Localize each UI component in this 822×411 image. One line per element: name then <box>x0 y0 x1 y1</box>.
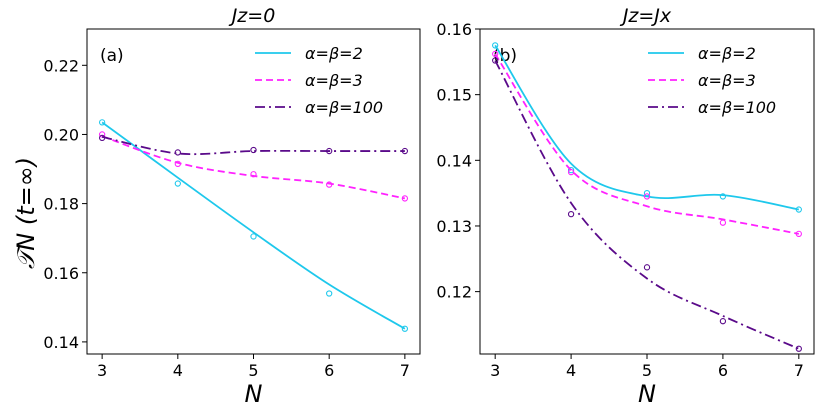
data-point <box>719 318 727 325</box>
y-tick-label: 0.13 <box>436 217 472 236</box>
x-tick-label: 6 <box>324 361 334 380</box>
data-point <box>795 345 802 352</box>
series-line <box>101 135 406 200</box>
y-axis-label: 𝒯N (t=∞) <box>12 157 40 269</box>
panel-tag: (a) <box>100 46 124 66</box>
data-point <box>719 193 727 200</box>
y-tick-label: 0.16 <box>43 264 79 283</box>
legend: α=β=2 α=β=3 α=β=100 <box>255 44 383 117</box>
x-tick-label: 4 <box>566 361 576 380</box>
data-point <box>250 146 257 154</box>
data-point <box>643 264 651 271</box>
legend-label: α=β=3 <box>305 71 363 90</box>
data-point <box>401 195 409 202</box>
legend-label: α=β=100 <box>698 98 776 117</box>
data-point <box>492 57 499 64</box>
y-tick-label: 0.14 <box>436 151 472 170</box>
x-tick-label: 7 <box>400 361 410 380</box>
data-point <box>567 168 575 176</box>
chart-title: Jz=Jx <box>619 5 672 27</box>
x-tick-label: 5 <box>642 361 652 380</box>
plot-frame <box>86 28 421 355</box>
x-axis-label: N <box>638 380 656 408</box>
data-point <box>401 147 409 155</box>
x-tick-label: 3 <box>97 361 107 380</box>
x-axis-label: N <box>245 380 263 408</box>
x-tick-label: 3 <box>490 361 500 380</box>
legend-label: α=β=3 <box>698 71 756 90</box>
data-point <box>567 167 575 174</box>
data-point <box>250 233 257 240</box>
data-point <box>643 189 651 197</box>
data-point <box>326 181 333 188</box>
x-tick-label: 5 <box>248 361 258 380</box>
data-point <box>567 211 575 218</box>
legend-label: α=β=2 <box>305 44 363 63</box>
data-point <box>174 160 181 167</box>
legend-label: α=β=2 <box>698 44 756 63</box>
series-line <box>494 60 800 350</box>
data-point <box>250 171 257 178</box>
y-tick-label: 0.16 <box>436 20 472 39</box>
data-point <box>98 134 106 142</box>
data-point <box>401 325 409 332</box>
series-line <box>101 135 405 156</box>
y-tick-label: 0.14 <box>43 333 79 352</box>
legend: α=β=2 α=β=3 α=β=100 <box>648 44 776 117</box>
data-point <box>795 230 802 237</box>
data-point <box>326 147 333 155</box>
data-point <box>719 219 727 226</box>
series-line <box>494 44 799 211</box>
series-line <box>101 121 406 330</box>
series-line <box>494 53 799 235</box>
plot-frame <box>479 28 815 355</box>
chart-title: Jz=0 <box>228 5 276 27</box>
data-point <box>492 42 499 49</box>
y-tick-label: 0.12 <box>436 283 472 302</box>
data-point <box>174 180 181 187</box>
data-point <box>98 119 106 126</box>
x-tick-label: 7 <box>794 361 804 380</box>
y-tick-label: 0.15 <box>436 86 472 105</box>
data-point <box>795 206 802 213</box>
data-point <box>174 149 181 156</box>
y-tick-label: 0.18 <box>43 195 79 214</box>
y-tick-label: 0.20 <box>43 125 79 144</box>
x-tick-label: 4 <box>173 361 183 380</box>
data-point <box>492 50 499 58</box>
data-point <box>326 290 333 297</box>
data-point <box>643 193 651 200</box>
legend-label: α=β=100 <box>305 98 383 117</box>
y-tick-label: 0.22 <box>43 56 79 75</box>
x-tick-label: 6 <box>718 361 728 380</box>
